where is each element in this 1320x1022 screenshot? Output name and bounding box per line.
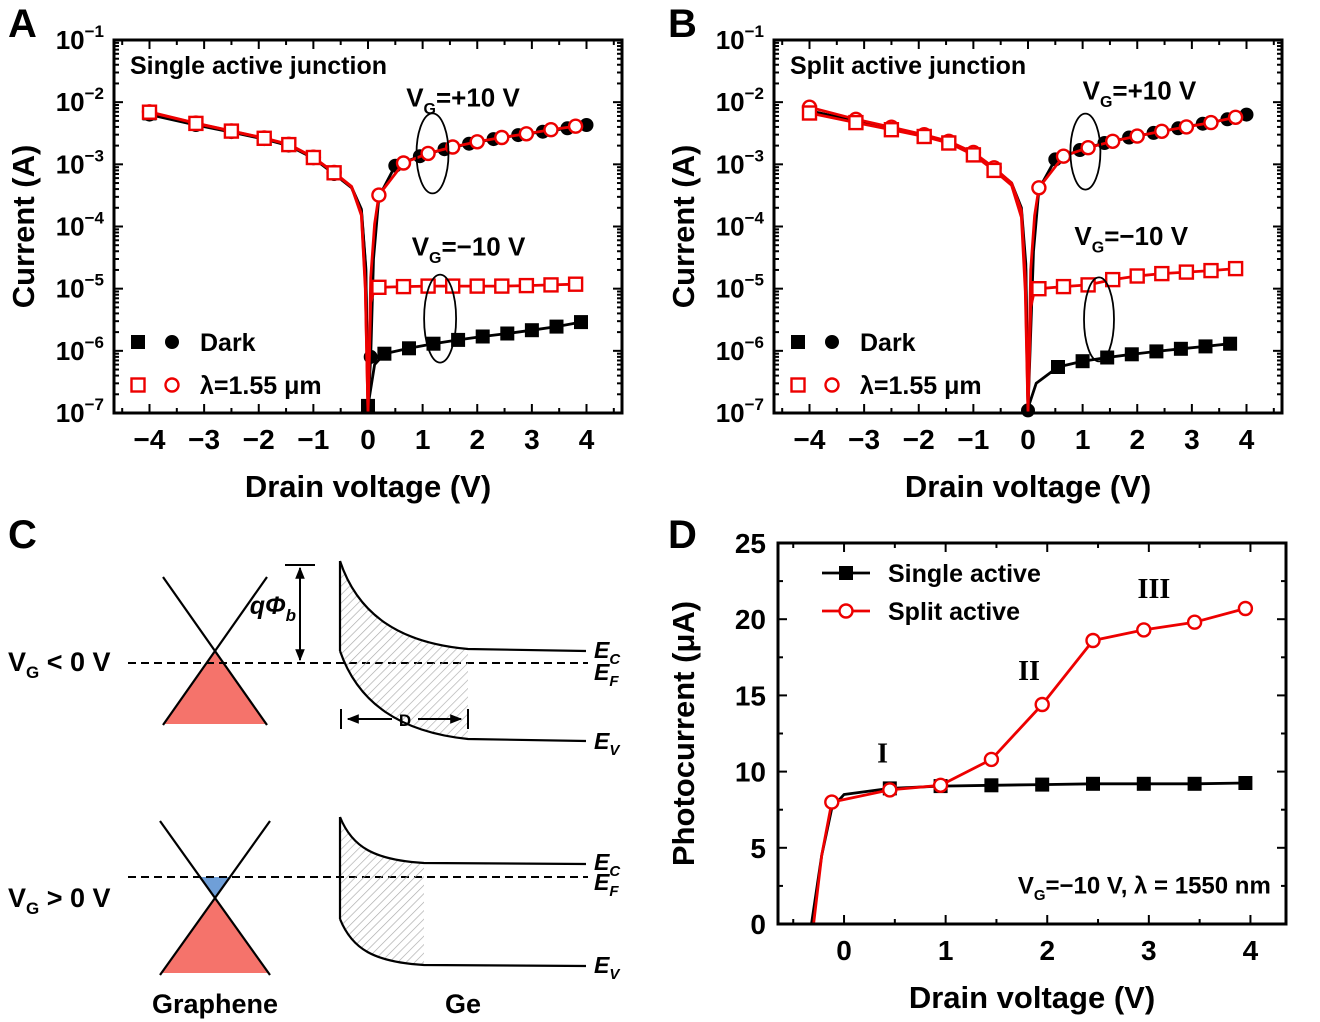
vg-negative-diagram: VG < 0 V qΦb D EC EF EV [8,560,621,759]
iv-chart-single-junction: −4 −3 −2 −1 0 1 2 3 4 10−7 10−6 10−5 10−4 10−3 10−2 10−… [6,22,624,504]
svg-text:10−5: 10−5 [56,271,104,304]
svg-text:III: III [1138,574,1171,605]
svg-text:10−3: 10−3 [716,146,764,179]
valence-band-label: EV [594,952,621,983]
panel-label-d: D [668,513,697,557]
svg-text:0: 0 [836,935,852,966]
svg-text:Drain voltage (V): Drain voltage (V) [245,469,491,504]
valence-band-label: EV [594,728,621,759]
svg-text:2: 2 [469,424,485,455]
panel-label-b: B [668,2,697,46]
conduction-band-curve [338,816,587,866]
svg-text:4: 4 [1243,935,1259,966]
conduction-band-curve [338,560,587,653]
svg-text:10−3: 10−3 [56,146,104,179]
svg-text:0: 0 [360,424,376,455]
svg-text:Drain voltage (V): Drain voltage (V) [905,469,1151,504]
svg-text:1: 1 [1075,424,1091,455]
svg-text:Drain voltage (V): Drain voltage (V) [909,980,1155,1015]
svg-text:1: 1 [415,424,431,455]
svg-text:5: 5 [750,833,766,864]
conduction-band-label: EC [594,637,621,668]
svg-text:4: 4 [1239,424,1255,455]
valence-band-curve [338,918,587,968]
svg-text:10−1: 10−1 [56,22,104,55]
dirac-cone-line [162,576,268,726]
svg-text:Single active junction: Single active junction [130,52,387,80]
svg-text:VG=−10 V: VG=−10 V [1074,221,1188,256]
svg-text:10−6: 10−6 [716,333,764,366]
svg-text:VG=−10 V: VG=−10 V [412,232,526,267]
vg-positive-diagram: VG > 0 V EC EF EV [8,816,621,983]
svg-text:λ=1.55 μm: λ=1.55 μm [860,372,982,400]
graphene-label: Graphene [152,989,278,1019]
fermi-level-label: EF [594,659,619,690]
ge-label: Ge [445,989,481,1019]
svg-text:3: 3 [1141,935,1157,966]
svg-text:VG=−10 V, λ = 1550 nm: VG=−10 V, λ = 1550 nm [1018,873,1271,905]
valence-band-curve [338,650,587,743]
svg-text:VG=+10 V: VG=+10 V [1083,76,1197,111]
svg-text:−1: −1 [957,424,989,455]
svg-text:−4: −4 [794,424,826,455]
svg-text:10−7: 10−7 [716,395,764,428]
svg-text:10−2: 10−2 [716,84,764,117]
svg-text:10−6: 10−6 [56,333,104,366]
graphene-hole-states [163,652,267,724]
svg-text:10−1: 10−1 [716,22,764,55]
svg-text:II: II [1018,656,1040,687]
svg-text:Dark: Dark [200,329,256,357]
svg-text:1: 1 [938,935,954,966]
svg-text:−4: −4 [134,424,166,455]
depletion-width-label: D [399,711,411,730]
photocurrent-chart: 0 1 2 3 4 0 5 10 15 20 25 Drain voltage (V) Photocur… [666,528,1288,1015]
fermi-level-label: EF [594,869,619,900]
svg-text:−1: −1 [297,424,329,455]
svg-text:15: 15 [735,680,766,711]
svg-text:−3: −3 [848,424,880,455]
svg-text:10−2: 10−2 [56,84,104,117]
svg-text:10−4: 10−4 [716,209,765,242]
svg-text:Dark: Dark [860,329,916,357]
svg-text:25: 25 [735,528,766,559]
svg-text:−2: −2 [243,424,275,455]
svg-text:0: 0 [750,909,766,940]
svg-text:I: I [877,739,888,770]
svg-text:3: 3 [1184,424,1200,455]
svg-text:λ=1.55 μm: λ=1.55 μm [200,372,322,400]
band-diagram-panel: VG < 0 V qΦb D EC EF EV VG > 0 V [8,560,621,1019]
svg-text:2: 2 [1129,424,1145,455]
panel-label-a: A [8,2,37,46]
graphene-hole-states [161,899,269,973]
svg-text:Current (A): Current (A) [6,145,41,309]
vg-negative-label: VG < 0 V [8,647,111,682]
vg-positive-label: VG > 0 V [8,883,111,918]
svg-text:−2: −2 [903,424,935,455]
svg-text:10−5: 10−5 [716,271,764,304]
svg-text:3: 3 [524,424,540,455]
svg-text:Single active: Single active [888,560,1041,588]
panel-label-c: C [8,513,37,557]
svg-text:Split active: Split active [888,598,1020,626]
svg-text:Split active junction: Split active junction [790,52,1026,80]
graphene-electron-states [200,877,230,898]
svg-text:10−4: 10−4 [56,209,105,242]
depletion-region [340,561,468,739]
svg-text:0: 0 [1020,424,1036,455]
svg-text:Photocurrent (μA): Photocurrent (μA) [666,601,701,866]
svg-text:VG=+10 V: VG=+10 V [406,83,520,118]
svg-text:4: 4 [579,424,595,455]
depletion-region [340,817,424,965]
svg-text:20: 20 [735,604,766,635]
dirac-cone-line [159,820,271,976]
svg-text:10: 10 [735,757,766,788]
barrier-height-label: qΦb [250,592,296,625]
iv-chart-split-junction: −4 −3 −2 −1 0 1 2 3 4 10−7 10−6 10−5 10−4 10−3 10−2 10−… [666,22,1284,504]
svg-text:2: 2 [1039,935,1055,966]
svg-text:10−7: 10−7 [56,395,104,428]
svg-text:Current (A): Current (A) [666,145,701,309]
conduction-band-label: EC [594,849,621,880]
svg-text:−3: −3 [188,424,220,455]
